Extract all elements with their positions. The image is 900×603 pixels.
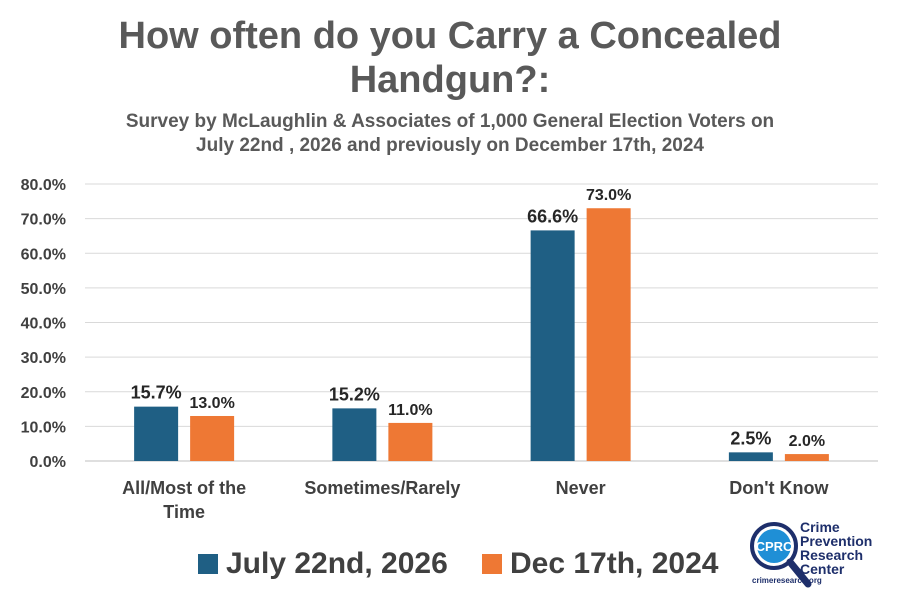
y-tick-label: 30.0% (21, 350, 66, 367)
logo-acronym: CPRC (756, 539, 793, 554)
data-label: 15.7% (131, 383, 182, 403)
data-label: 2.5% (730, 428, 771, 448)
y-tick-label: 20.0% (21, 385, 66, 402)
bar (190, 415, 235, 461)
data-label: 15.2% (329, 384, 380, 404)
bar (784, 454, 829, 461)
bar (332, 408, 377, 461)
logo-name-line: Prevention (800, 533, 873, 549)
y-tick-label: 40.0% (21, 316, 66, 333)
chart-title-line-1: How often do you Carry a Concealed (118, 15, 782, 57)
legend-item-series-1: July 22nd, 2026 (198, 546, 448, 582)
y-tick-label: 80.0% (21, 177, 66, 194)
data-label: 66.6% (527, 206, 578, 226)
y-tick-label: 60.0% (21, 246, 66, 263)
y-tick-label: 0.0% (30, 454, 66, 471)
logo-name-line: Crime (800, 519, 840, 535)
legend-swatch (482, 554, 502, 574)
y-tick-label: 10.0% (21, 419, 66, 436)
y-tick-label: 50.0% (21, 281, 66, 298)
data-label: 11.0% (388, 402, 432, 419)
logo-name-line: Center (800, 561, 845, 577)
x-tick-label: Sometimes/Rarely (304, 478, 460, 498)
bar (586, 208, 631, 461)
legend-label: Dec 17th, 2024 (510, 547, 719, 580)
bar (530, 230, 575, 461)
x-tick-label: All/Most of the (122, 478, 246, 498)
data-label: 73.0% (586, 187, 631, 204)
legend-label: July 22nd, 2026 (226, 547, 448, 580)
bar (134, 406, 179, 461)
x-tick-label: Time (163, 502, 205, 522)
legend-swatch (198, 554, 218, 574)
logo-name-line: Research (800, 547, 864, 563)
bar (728, 452, 773, 461)
data-label: 2.0% (789, 433, 825, 450)
logo-url: crimeresearch.org (752, 576, 822, 585)
bar (388, 422, 433, 461)
cprc-logo: CPRC Crime Prevention Research Center cr… (748, 512, 898, 598)
x-tick-label: Never (556, 478, 606, 498)
chart-title-line-2: Handgun?: (349, 59, 551, 101)
y-tick-label: 70.0% (21, 212, 66, 229)
data-label: 13.0% (189, 395, 234, 412)
chart-subtitle-line-1: Survey by McLaughlin & Associates of 1,0… (125, 111, 775, 132)
x-tick-label: Don't Know (729, 478, 829, 498)
chart-subtitle-line-2: July 22nd , 2026 and previously on Decem… (196, 135, 704, 156)
logo-name: Crime Prevention Research Center (800, 520, 872, 576)
magnifier-logo-icon: CPRC (750, 522, 812, 588)
legend-item-series-2: Dec 17th, 2024 (482, 546, 718, 582)
